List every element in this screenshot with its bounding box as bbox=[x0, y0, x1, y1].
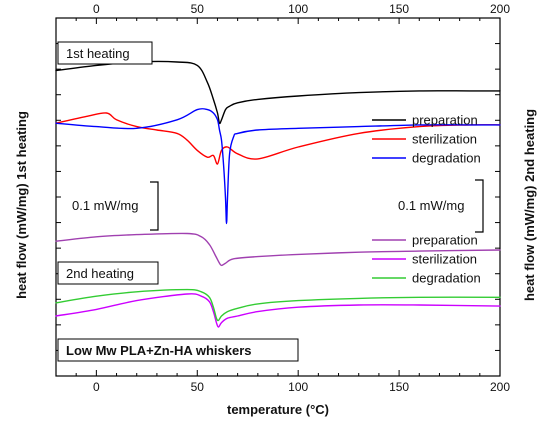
top-tick-label: 150 bbox=[389, 2, 409, 16]
scale-bar-right bbox=[475, 179, 484, 233]
plot-frame bbox=[55, 17, 501, 377]
sample-label-box bbox=[57, 338, 299, 362]
right-y-axis-title: heat flow (mW/mg) 2nd heating bbox=[522, 109, 537, 301]
left-y-axis-title: heat flow (mW/mg) 1st heating bbox=[14, 111, 29, 299]
bottom-axis-ticks: 0 50 100 150 200 bbox=[55, 370, 510, 394]
right-axis-ticks bbox=[495, 43, 500, 351]
legend-label: sterilization bbox=[412, 132, 477, 147]
first-heating-label: 1st heating bbox=[66, 46, 130, 61]
top-tick-label: 50 bbox=[191, 2, 205, 16]
sample-label: Low Mw PLA+Zn-HA whiskers bbox=[66, 343, 252, 358]
scale-label-left: 0.1 mW/mg bbox=[72, 198, 138, 213]
series-line-2nd-heating-sterilization bbox=[55, 293, 501, 328]
legend-label: preparation bbox=[412, 233, 478, 248]
top-axis-ticks: 0 50 100 150 200 bbox=[55, 2, 510, 24]
first-heating-box bbox=[57, 41, 153, 65]
series-line-2nd-heating-degradation bbox=[55, 288, 501, 322]
series-line-2nd-heating-preparation bbox=[55, 232, 501, 267]
series-line-1st-heating-preparation bbox=[55, 60, 501, 125]
bottom-tick-label: 50 bbox=[191, 380, 205, 394]
bottom-tick-label: 150 bbox=[389, 380, 409, 394]
legend-first-heating: preparation sterilization degradation bbox=[372, 113, 481, 166]
legend-label: degradation bbox=[412, 151, 481, 166]
legend-label: degradation bbox=[412, 271, 481, 286]
top-tick-label: 0 bbox=[93, 2, 100, 16]
legend-second-heating: preparation sterilization degradation bbox=[372, 233, 481, 286]
bottom-tick-label: 200 bbox=[490, 380, 510, 394]
scale-label-right: 0.1 mW/mg bbox=[398, 198, 464, 213]
series-line-1st-heating-degradation bbox=[55, 107, 501, 225]
bottom-tick-label: 100 bbox=[288, 380, 308, 394]
bottom-tick-label: 0 bbox=[93, 380, 100, 394]
series-lines bbox=[55, 60, 501, 328]
legend-label: preparation bbox=[412, 113, 478, 128]
second-heating-box bbox=[57, 261, 159, 285]
top-tick-label: 200 bbox=[490, 2, 510, 16]
second-heating-label: 2nd heating bbox=[66, 266, 134, 281]
scale-bar-left bbox=[150, 181, 159, 231]
x-axis-title: temperature (°C) bbox=[227, 402, 329, 417]
series-line-1st-heating-sterilization bbox=[55, 112, 501, 165]
left-axis-ticks bbox=[56, 43, 61, 351]
top-tick-label: 100 bbox=[288, 2, 308, 16]
legend-label: sterilization bbox=[412, 252, 477, 267]
